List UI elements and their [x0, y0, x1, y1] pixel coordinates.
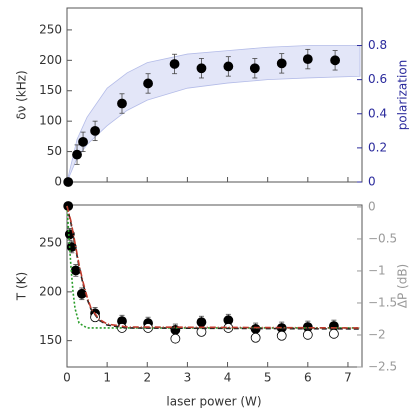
y-tick-label: 50 — [47, 144, 62, 158]
x-tick-label: 3 — [184, 371, 192, 385]
point — [78, 136, 88, 147]
x-tick-label: 2 — [143, 371, 151, 385]
y2-tick-label: 0.2 — [368, 140, 387, 154]
y2-tick-label: 0 — [368, 199, 376, 213]
plot-frame — [66, 204, 363, 368]
y2-tick-label: 0.8 — [368, 38, 387, 52]
y2-tick-label: 0 — [368, 175, 376, 189]
point — [70, 265, 81, 276]
line — [66, 205, 360, 329]
x-tick-label: 5 — [264, 371, 272, 385]
plot-frame — [66, 7, 363, 183]
x-tick-label: 7 — [344, 371, 352, 385]
y-tick-label: 250 — [39, 22, 62, 36]
y2-tick-label: −2 — [368, 327, 386, 341]
y2-axis-label: ΔP (dB) — [396, 264, 410, 308]
y2-tick-label: −0.5 — [368, 231, 397, 245]
y2-tick-label: −1.5 — [368, 295, 397, 309]
y-tick-label: 100 — [39, 114, 62, 128]
x-tick-label: 6 — [304, 371, 312, 385]
point — [72, 149, 82, 160]
y-tick-label: 0 — [54, 175, 62, 189]
point — [302, 54, 313, 65]
y-tick-label: 200 — [39, 53, 62, 67]
point — [276, 58, 287, 69]
point — [66, 242, 77, 252]
y-tick-label: 150 — [39, 333, 62, 347]
point — [169, 59, 180, 69]
y-axis-label: T (K) — [15, 272, 29, 301]
y-tick-label: 200 — [39, 284, 62, 298]
point — [170, 333, 181, 344]
point — [196, 317, 207, 328]
line — [66, 205, 360, 330]
y2-tick-label: −1 — [368, 263, 386, 277]
point — [329, 328, 339, 339]
y2-axis-label: polarization — [396, 60, 410, 131]
y2-tick-label: 0.6 — [368, 72, 387, 86]
point — [276, 330, 287, 341]
y-axis-label: δν (kHz) — [15, 70, 29, 120]
point — [250, 332, 261, 343]
point — [143, 78, 153, 89]
y-tick-label: 250 — [39, 236, 62, 250]
point — [223, 61, 234, 72]
y-tick-label: 150 — [39, 83, 62, 97]
point — [117, 98, 127, 109]
point — [63, 177, 74, 187]
x-axis-label: laser power (W) — [166, 395, 261, 409]
band — [66, 45, 361, 183]
point — [90, 125, 100, 136]
x-tick-label: 0 — [63, 371, 71, 385]
point — [330, 55, 341, 66]
y2-tick-label: −2.5 — [368, 360, 397, 374]
x-tick-label: 1 — [103, 371, 111, 385]
line — [66, 205, 360, 329]
point — [249, 63, 260, 74]
y2-tick-label: 0.4 — [368, 106, 387, 120]
x-tick-label: 4 — [224, 371, 232, 385]
point — [196, 63, 207, 74]
point — [302, 329, 313, 340]
